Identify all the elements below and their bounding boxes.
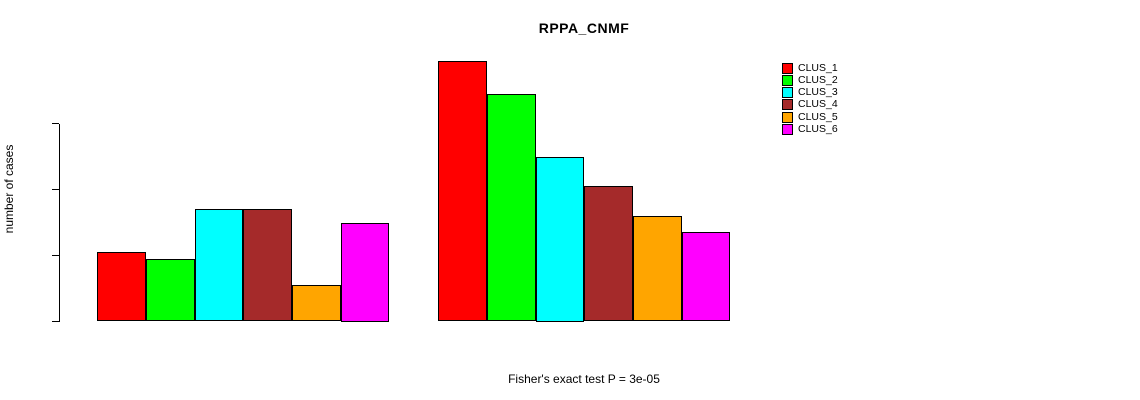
bar-clus-4-7p-gain-wild-type xyxy=(584,186,633,322)
legend-entry-clus-3: CLUS_3 xyxy=(782,87,838,99)
y-tick xyxy=(52,188,59,191)
legend-entry-clus-1: CLUS_1 xyxy=(782,62,838,74)
legend: CLUS_1 CLUS_2 CLUS_3 CLUS_4 CLUS_5 CLUS_6 xyxy=(782,62,838,136)
legend-entry-clus-4: CLUS_4 xyxy=(782,99,838,111)
y-tick xyxy=(52,320,59,323)
legend-label: CLUS_1 xyxy=(798,61,838,74)
legend-swatch-clus-6 xyxy=(782,123,793,135)
bar-clus-1-7p-gain-wild-type xyxy=(438,60,487,322)
bar-clus-1-7p-gain-mutated xyxy=(97,252,146,322)
y-tick xyxy=(52,254,59,257)
legend-label: CLUS_2 xyxy=(798,73,838,86)
y-tick-label xyxy=(32,302,45,342)
legend-swatch-clus-4 xyxy=(782,99,793,111)
legend-label: CLUS_4 xyxy=(798,98,838,111)
y-axis-label: number of cases xyxy=(2,144,16,234)
legend-entry-clus-2: CLUS_2 xyxy=(782,74,838,86)
y-axis-line xyxy=(59,123,61,322)
legend-entry-clus-6: CLUS_6 xyxy=(782,123,838,135)
caption: Fisher's exact test P = 3e-05 xyxy=(508,372,660,386)
bar-clus-4-7p-gain-mutated xyxy=(243,209,292,322)
legend-label: CLUS_6 xyxy=(798,122,838,135)
y-tick-label xyxy=(32,236,45,276)
legend-swatch-clus-3 xyxy=(782,87,793,99)
bar-clus-3-7p-gain-wild-type xyxy=(535,156,585,322)
legend-swatch-clus-2 xyxy=(782,74,793,86)
bar-clus-5-7p-gain-wild-type xyxy=(632,215,682,322)
y-tick xyxy=(52,122,59,125)
bar-clus-2-7p-gain-wild-type xyxy=(486,93,536,322)
legend-label: CLUS_3 xyxy=(798,86,838,99)
bar-clus-6-7p-gain-mutated xyxy=(340,222,390,322)
bar-clus-5-7p-gain-mutated xyxy=(291,285,341,322)
legend-label: CLUS_5 xyxy=(798,110,838,123)
chart-title: RPPA_CNMF xyxy=(538,20,630,36)
legend-entry-clus-5: CLUS_5 xyxy=(782,111,838,123)
bar-clus-6-7p-gain-wild-type xyxy=(681,232,731,322)
legend-swatch-clus-5 xyxy=(782,111,793,123)
legend-swatch-clus-1 xyxy=(782,62,793,74)
bar-clus-2-7p-gain-mutated xyxy=(145,258,195,322)
y-tick-label xyxy=(32,104,45,144)
bar-clus-3-7p-gain-mutated xyxy=(194,209,244,322)
y-tick-label xyxy=(32,170,45,210)
